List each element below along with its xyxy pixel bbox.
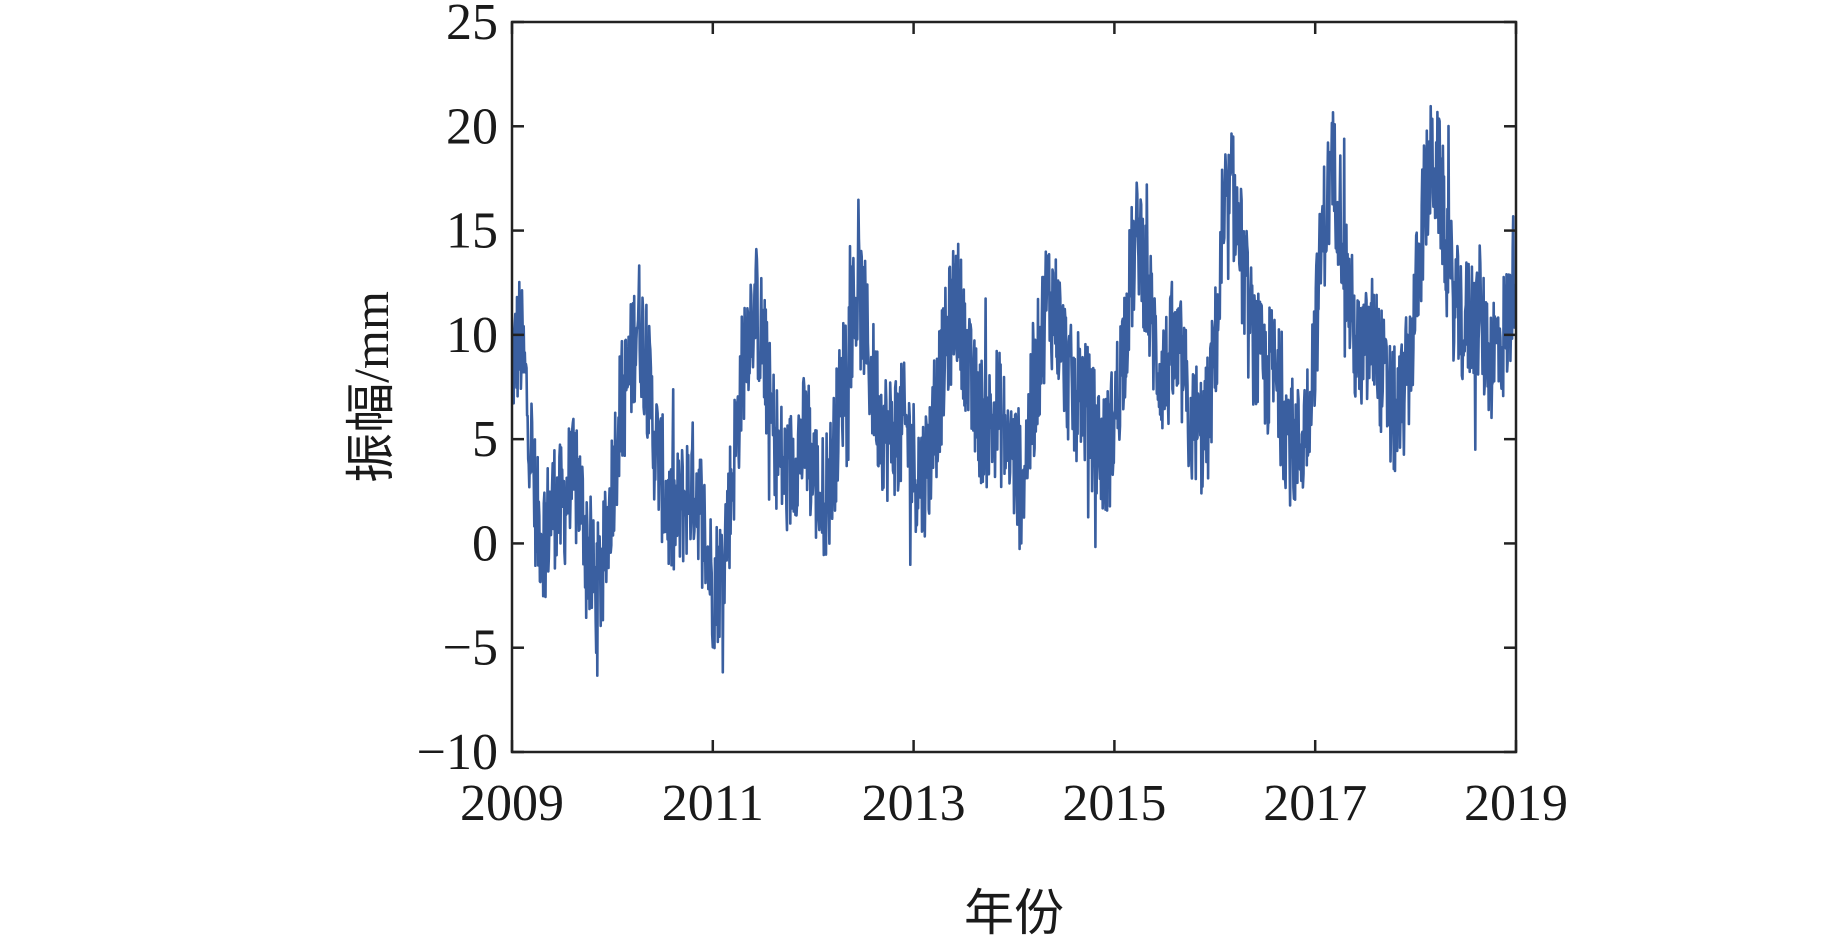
plot-frame	[510, 20, 1518, 754]
x-tick-label: 2015	[1062, 775, 1166, 832]
series-layer	[512, 104, 1516, 677]
y-tick-label: 0	[472, 515, 498, 572]
y-tick-label: 10	[446, 307, 498, 364]
tick-labels-layer: −10 −5 0 5 10 15 20 25 2009 2011 2013 2015 2017 2019	[417, 0, 1568, 832]
ticks-layer	[510, 20, 1518, 754]
x-tick-label: 2009	[460, 775, 564, 832]
x-tick-label: 2019	[1464, 775, 1568, 832]
x-tick-label: 2017	[1263, 775, 1367, 832]
x-tick-label: 2013	[862, 775, 966, 832]
y-tick-label: −10	[417, 724, 498, 781]
y-tick-label: 15	[446, 203, 498, 260]
y-tick-label: −5	[443, 620, 498, 677]
x-tick-label: 2011	[662, 775, 764, 832]
y-tick-label: 20	[446, 98, 498, 155]
x-axis-title: 年份	[964, 884, 1064, 942]
y-tick-label: 5	[472, 411, 498, 468]
y-tick-label: 25	[446, 0, 498, 51]
amplitude-series-line	[512, 104, 1516, 677]
y-axis-title: 振幅/mm	[343, 291, 399, 483]
